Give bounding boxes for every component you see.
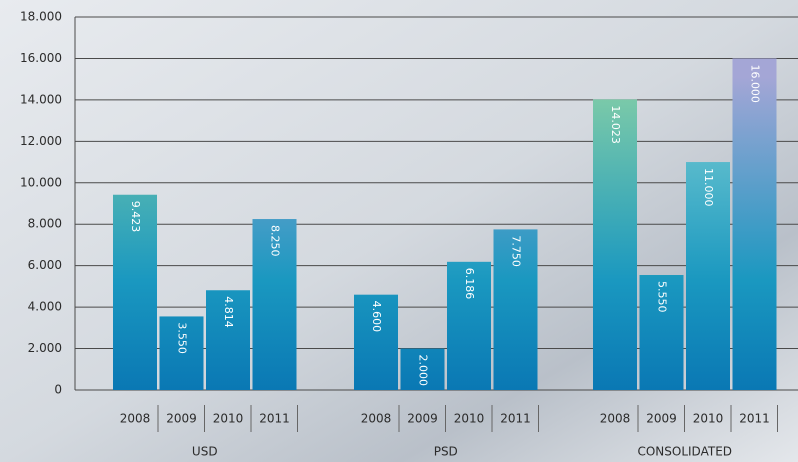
x-tick-label: 2009 [166,412,197,426]
value-label: 8.250 [269,225,282,257]
value-label: 7.750 [510,235,523,267]
bar [686,162,730,390]
y-tick-label: 18.000 [20,10,62,24]
y-tick-label: 2.000 [28,341,62,355]
x-tick-label: 2010 [454,412,485,426]
value-label: 14.023 [609,105,622,144]
category-label: CONSOLIDATED [637,445,732,459]
x-tick-label: 2011 [739,412,770,426]
bar [732,58,777,390]
x-tick-label: 2009 [646,412,677,426]
value-label: 5.550 [656,281,669,313]
y-tick-label: 0 [54,383,62,397]
bar [639,274,684,390]
bar [206,290,250,390]
value-label: 3.550 [176,322,189,354]
x-tick-label: 2011 [259,412,290,426]
y-tick-label: 8.000 [28,217,62,231]
category-label: PSD [434,445,458,459]
value-label: 4.814 [222,296,235,328]
x-tick-label: 2008 [361,412,392,426]
y-tick-label: 16.000 [20,51,62,65]
y-tick-label: 6.000 [28,258,62,272]
x-tick-label: 2011 [500,412,531,426]
x-tick-label: 2008 [120,412,151,426]
bar [400,348,445,390]
bar [159,316,204,390]
bar [252,219,297,390]
y-tick-label: 10.000 [20,175,62,189]
bar [593,99,637,390]
x-tick-label: 2009 [407,412,438,426]
bar [354,294,398,390]
y-tick-label: 14.000 [20,92,62,106]
value-label: 4.600 [370,301,383,333]
x-tick-label: 2008 [600,412,631,426]
bar [113,194,157,390]
y-tick-label: 4.000 [28,300,62,314]
x-tick-label: 2010 [693,412,724,426]
category-label: USD [192,445,218,459]
value-label: 9.423 [129,201,142,233]
bar [447,261,491,390]
x-tick-label: 2010 [213,412,244,426]
value-label: 6.186 [463,268,476,300]
y-tick-label: 12.000 [20,134,62,148]
value-label: 16.000 [749,64,762,103]
value-label: 2.000 [417,355,430,387]
bar [493,229,538,390]
value-label: 11.000 [702,168,715,207]
